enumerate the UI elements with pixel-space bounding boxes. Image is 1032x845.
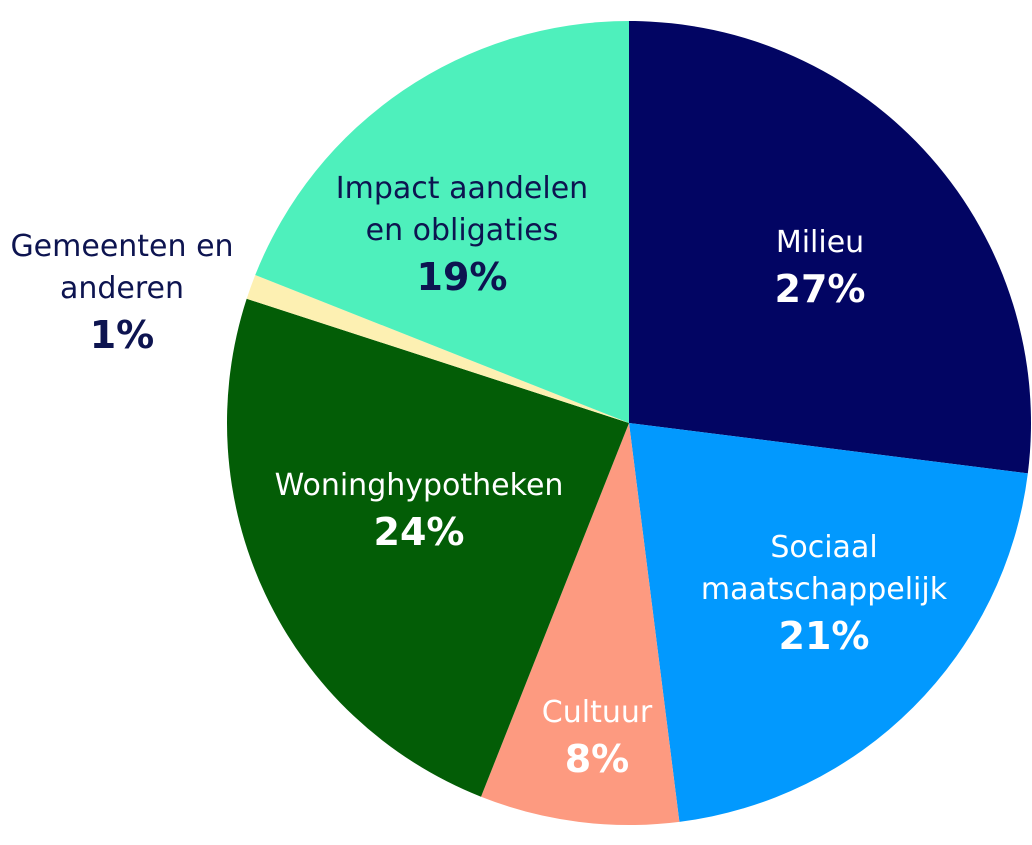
pie-slice	[255, 21, 629, 423]
slice-label: Cultuur	[542, 695, 653, 730]
slice-percentage-label: 24%	[374, 510, 465, 554]
slice-label: maatschappelijk	[701, 572, 948, 607]
pie-slice	[246, 275, 629, 423]
slice-label: Milieu	[776, 225, 864, 260]
pie-slice	[481, 423, 680, 825]
slice-percentage-label: 19%	[417, 255, 508, 299]
slice-label: Gemeenten en	[10, 229, 233, 264]
slice-label: en obligaties	[366, 213, 559, 248]
slice-label: Impact aandelen	[336, 171, 588, 206]
slice-label: Sociaal	[770, 530, 877, 565]
pie-slice	[629, 423, 1028, 822]
slice-percentage-label: 27%	[775, 267, 866, 311]
slice-label: Woninghypotheken	[275, 468, 564, 503]
pie-slice	[629, 21, 1031, 474]
slice-percentage-label: 21%	[779, 614, 870, 658]
pie-labels: Milieu 27% Sociaal maatschappelijk 21% Cultuu…	[10, 171, 947, 781]
slice-percentage-label: 8%	[565, 737, 630, 781]
pie-slices	[226, 21, 1031, 825]
slice-label: anderen	[60, 271, 184, 306]
pie-slice	[226, 298, 630, 797]
slice-percentage-label: 1%	[90, 313, 155, 357]
